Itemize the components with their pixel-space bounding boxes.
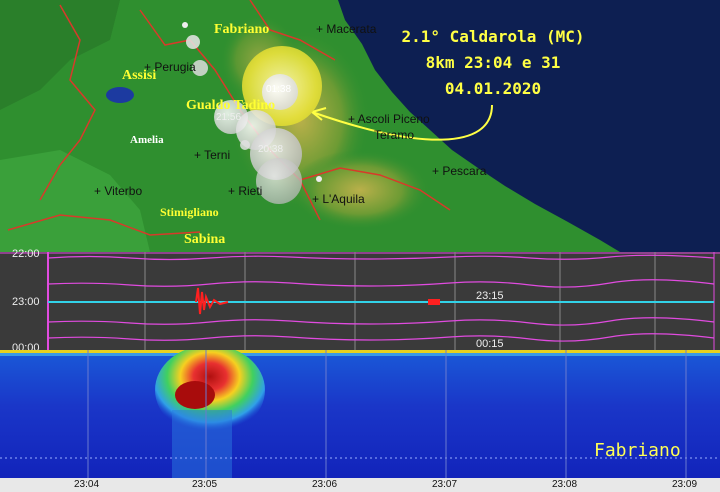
quake-marker[interactable] xyxy=(316,176,322,182)
quake-time-label: 01:38 xyxy=(266,84,292,95)
quake-marker[interactable] xyxy=(182,22,188,28)
town-teramo: Teramo xyxy=(374,128,415,142)
headline-magnitude-place: 2.1° Caldarola (MC) xyxy=(401,27,585,46)
spec-time-tick: 23:08 xyxy=(552,479,578,490)
town-rieti: + Rieti xyxy=(228,184,263,198)
seismogram-panel: 22:00 23:00 00:00 23:15 00:15 xyxy=(0,248,720,354)
quake-marker[interactable] xyxy=(256,158,302,204)
seis-row-label: 22:00 xyxy=(12,248,40,260)
town-perugia: + Perugia xyxy=(144,60,196,74)
map-terrain xyxy=(0,0,720,252)
label-gualdo-tadino: Gualdo Tadino xyxy=(186,98,276,113)
seis-marker-bottom: 00:15 xyxy=(476,338,504,350)
label-amelia: Amelia xyxy=(130,134,164,146)
town-viterbo: + Viterbo xyxy=(94,184,143,198)
seis-row-label: 23:00 xyxy=(12,296,40,308)
town-ascoli: + Ascoli Piceno xyxy=(348,112,430,126)
town-terni: + Terni xyxy=(194,148,231,162)
town-aquila: + L'Aquila xyxy=(312,192,365,206)
label-fabriano: Fabriano xyxy=(214,22,270,37)
headline-depth-time: 8km 23:04 e 31 xyxy=(425,53,561,72)
quake-time-label: 21:56 xyxy=(216,112,242,123)
quake-marker[interactable] xyxy=(240,140,250,150)
label-assisi: Assisi xyxy=(122,68,157,83)
spec-time-tick: 23:05 xyxy=(192,479,218,490)
quake-marker[interactable] xyxy=(192,60,208,76)
town-macerata: + Macerata xyxy=(316,22,377,36)
headline-date: 04.01.2020 xyxy=(444,79,542,98)
spectrogram-image xyxy=(0,350,720,492)
epicenter-map: 01:38 21:56 20:38 Fabriano Assisi Gualdo… xyxy=(0,0,720,252)
quake-marker[interactable] xyxy=(262,74,298,110)
label-sabina: Sabina xyxy=(184,232,226,247)
label-stimigliano: Stimigliano xyxy=(160,205,219,219)
town-pescara: + Pescara xyxy=(432,164,487,178)
seismogram-traces xyxy=(0,252,720,350)
spectrogram-panel: 23:04 23:05 23:06 23:07 23:08 23:09 xyxy=(0,350,720,492)
spec-time-tick: 23:04 xyxy=(74,479,100,490)
event-headline: 2.1° Caldarola (MC) 8km 23:04 e 31 04.01… xyxy=(388,24,598,102)
spec-time-tick: 23:06 xyxy=(312,479,338,490)
quake-marker[interactable] xyxy=(186,35,200,49)
spec-time-tick: 23:07 xyxy=(432,479,458,490)
quake-time-label: 20:38 xyxy=(258,144,284,155)
seis-marker-top: 23:15 xyxy=(476,290,504,302)
spec-time-tick: 23:09 xyxy=(672,479,698,490)
station-name: Fabriano xyxy=(594,440,681,461)
